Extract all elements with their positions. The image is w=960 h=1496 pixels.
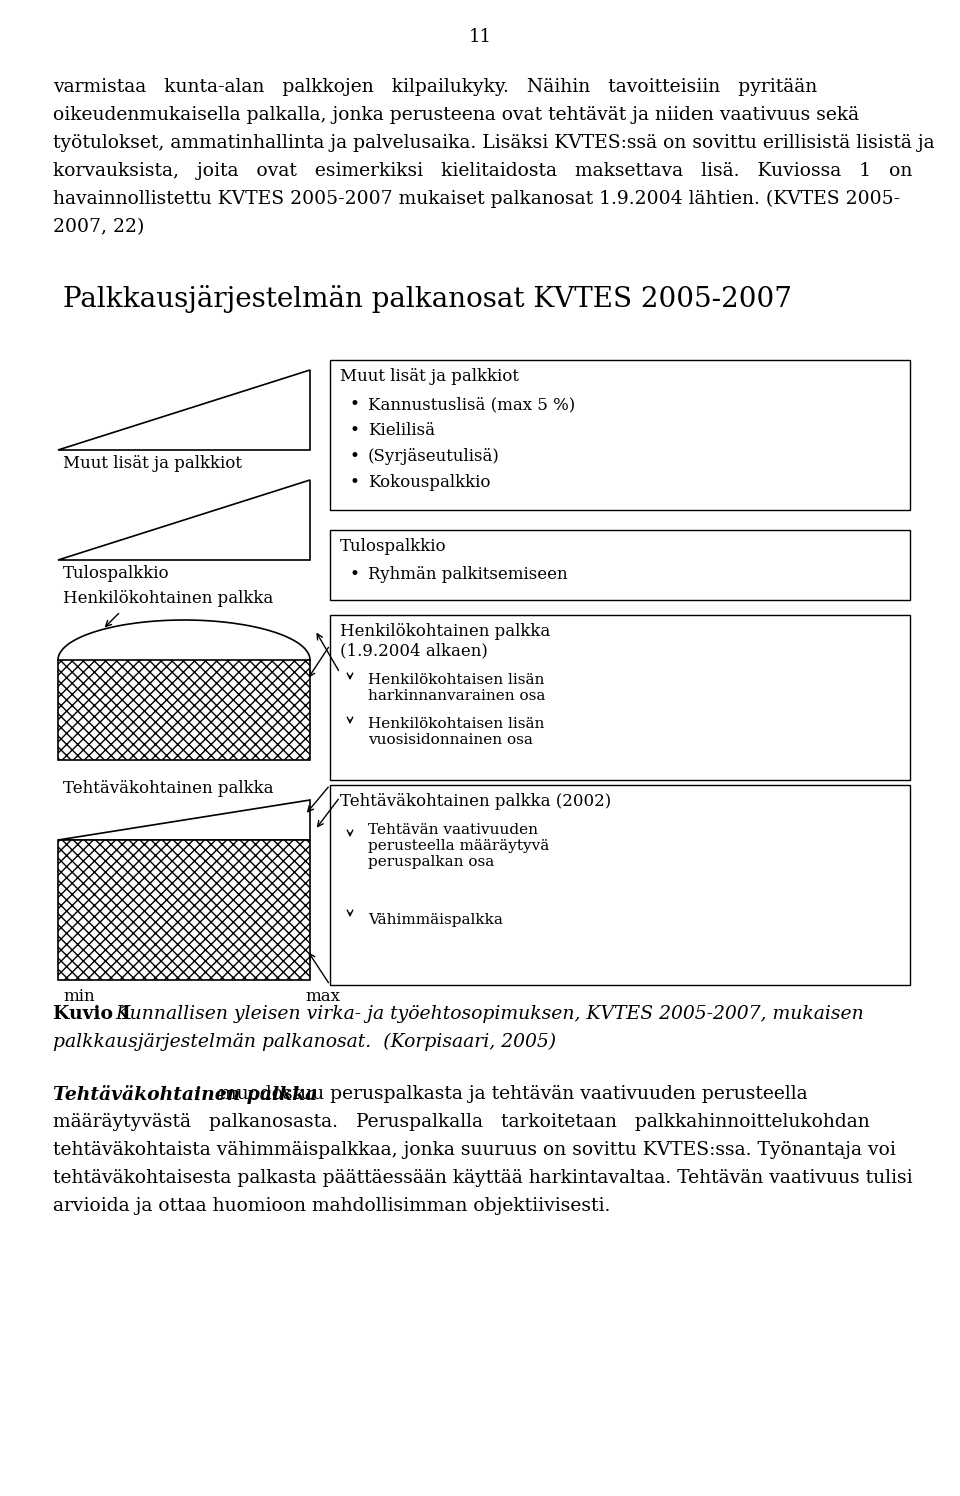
- Text: 11: 11: [468, 28, 492, 46]
- Bar: [58, 839, 310, 980]
- Text: max: max: [305, 987, 340, 1005]
- Text: •: •: [350, 565, 360, 583]
- Text: •: •: [350, 422, 360, 438]
- Text: Kunnallisen yleisen virka- ja työehtosopimuksen, KVTES 2005-2007, mukaisen: Kunnallisen yleisen virka- ja työehtosop…: [110, 1005, 864, 1023]
- Bar: [330, 530, 910, 600]
- Text: (Syrjäseutulisä): (Syrjäseutulisä): [368, 447, 500, 465]
- Text: Henkilökohtainen palkka
(1.9.2004 alkaen): Henkilökohtainen palkka (1.9.2004 alkaen…: [340, 622, 550, 660]
- Text: Tehtäväkohtainen palkka: Tehtäväkohtainen palkka: [63, 779, 274, 797]
- Text: Ryhmän palkitsemiseen: Ryhmän palkitsemiseen: [368, 565, 567, 583]
- Text: Tehtäväkohtainen palkka: Tehtäväkohtainen palkka: [53, 1085, 317, 1104]
- Text: muodostuu peruspalkasta ja tehtävän vaativuuden perusteella: muodostuu peruspalkasta ja tehtävän vaat…: [213, 1085, 807, 1103]
- Text: Henkilökohtainen palkka: Henkilökohtainen palkka: [63, 589, 274, 607]
- Text: havainnollistettu KVTES 2005-2007 mukaiset palkanosat 1.9.2004 lähtien. (KVTES 2: havainnollistettu KVTES 2005-2007 mukais…: [53, 190, 900, 208]
- Text: palkkausjärjestelmän palkanosat.  (Korpisaari, 2005): palkkausjärjestelmän palkanosat. (Korpis…: [53, 1034, 556, 1052]
- Bar: [330, 361, 910, 510]
- Text: Kannustuslisä (max 5 %): Kannustuslisä (max 5 %): [368, 396, 575, 413]
- Text: Muut lisät ja palkkiot: Muut lisät ja palkkiot: [63, 455, 242, 473]
- Bar: [330, 785, 910, 984]
- Text: Palkkausjärjestelmän palkanosat KVTES 2005-2007: Palkkausjärjestelmän palkanosat KVTES 20…: [63, 286, 792, 313]
- Text: työtulokset, ammatinhallinta ja palvelusaika. Lisäksi KVTES:ssä on sovittu erill: työtulokset, ammatinhallinta ja palvelus…: [53, 135, 935, 153]
- Text: määräytyvästä   palkanosasta.   Peruspalkalla   tarkoitetaan   palkkahinnoittelu: määräytyvästä palkanosasta. Peruspalkall…: [53, 1113, 870, 1131]
- Text: Muut lisät ja palkkiot: Muut lisät ja palkkiot: [340, 368, 519, 384]
- Text: •: •: [350, 396, 360, 413]
- Text: Vähimmäispalkka: Vähimmäispalkka: [368, 913, 503, 928]
- Text: korvauksista,   joita   ovat   esimerkiksi   kielitaidosta   maksettava   lisä. : korvauksista, joita ovat esimerkiksi kie…: [53, 162, 912, 180]
- Text: Kokouspalkkio: Kokouspalkkio: [368, 474, 491, 491]
- Text: min: min: [63, 987, 95, 1005]
- Text: oikeudenmukaisella palkalla, jonka perusteena ovat tehtävät ja niiden vaativuus : oikeudenmukaisella palkalla, jonka perus…: [53, 106, 859, 124]
- Text: •: •: [350, 474, 360, 491]
- Text: varmistaa   kunta-alan   palkkojen   kilpailukyky.   Näihin   tavoitteisiin   py: varmistaa kunta-alan palkkojen kilpailuk…: [53, 78, 817, 96]
- Text: •: •: [350, 447, 360, 465]
- Text: 2007, 22): 2007, 22): [53, 218, 144, 236]
- Bar: [58, 660, 310, 760]
- Text: Tehtävän vaativuuden
perusteella määräytyvä
peruspalkan osa: Tehtävän vaativuuden perusteella määräyt…: [368, 823, 549, 869]
- Text: Tehtäväkohtainen palkka (2002): Tehtäväkohtainen palkka (2002): [340, 793, 612, 809]
- Text: arvioida ja ottaa huomioon mahdollisimman objektiivisesti.: arvioida ja ottaa huomioon mahdollisimma…: [53, 1197, 611, 1215]
- Text: tehtäväkohtaista vähimmäispalkkaa, jonka suuruus on sovittu KVTES:ssa. Työnantaj: tehtäväkohtaista vähimmäispalkkaa, jonka…: [53, 1141, 896, 1159]
- Bar: [330, 615, 910, 779]
- Text: Tulospalkkio: Tulospalkkio: [63, 565, 170, 582]
- Text: Henkilökohtaisen lisän
harkinnanvarainen osa: Henkilökohtaisen lisän harkinnanvarainen…: [368, 673, 545, 703]
- Text: tehtäväkohtaisesta palkasta päättäessään käyttää harkintavaltaa. Tehtävän vaativ: tehtäväkohtaisesta palkasta päättäessään…: [53, 1168, 913, 1186]
- Text: Henkilökohtaisen lisän
vuosisidonnainen osa: Henkilökohtaisen lisän vuosisidonnainen …: [368, 717, 544, 747]
- Text: Tulospalkkio: Tulospalkkio: [340, 539, 446, 555]
- Text: Kielilisä: Kielilisä: [368, 422, 435, 438]
- Text: Kuvio 1: Kuvio 1: [53, 1005, 132, 1023]
